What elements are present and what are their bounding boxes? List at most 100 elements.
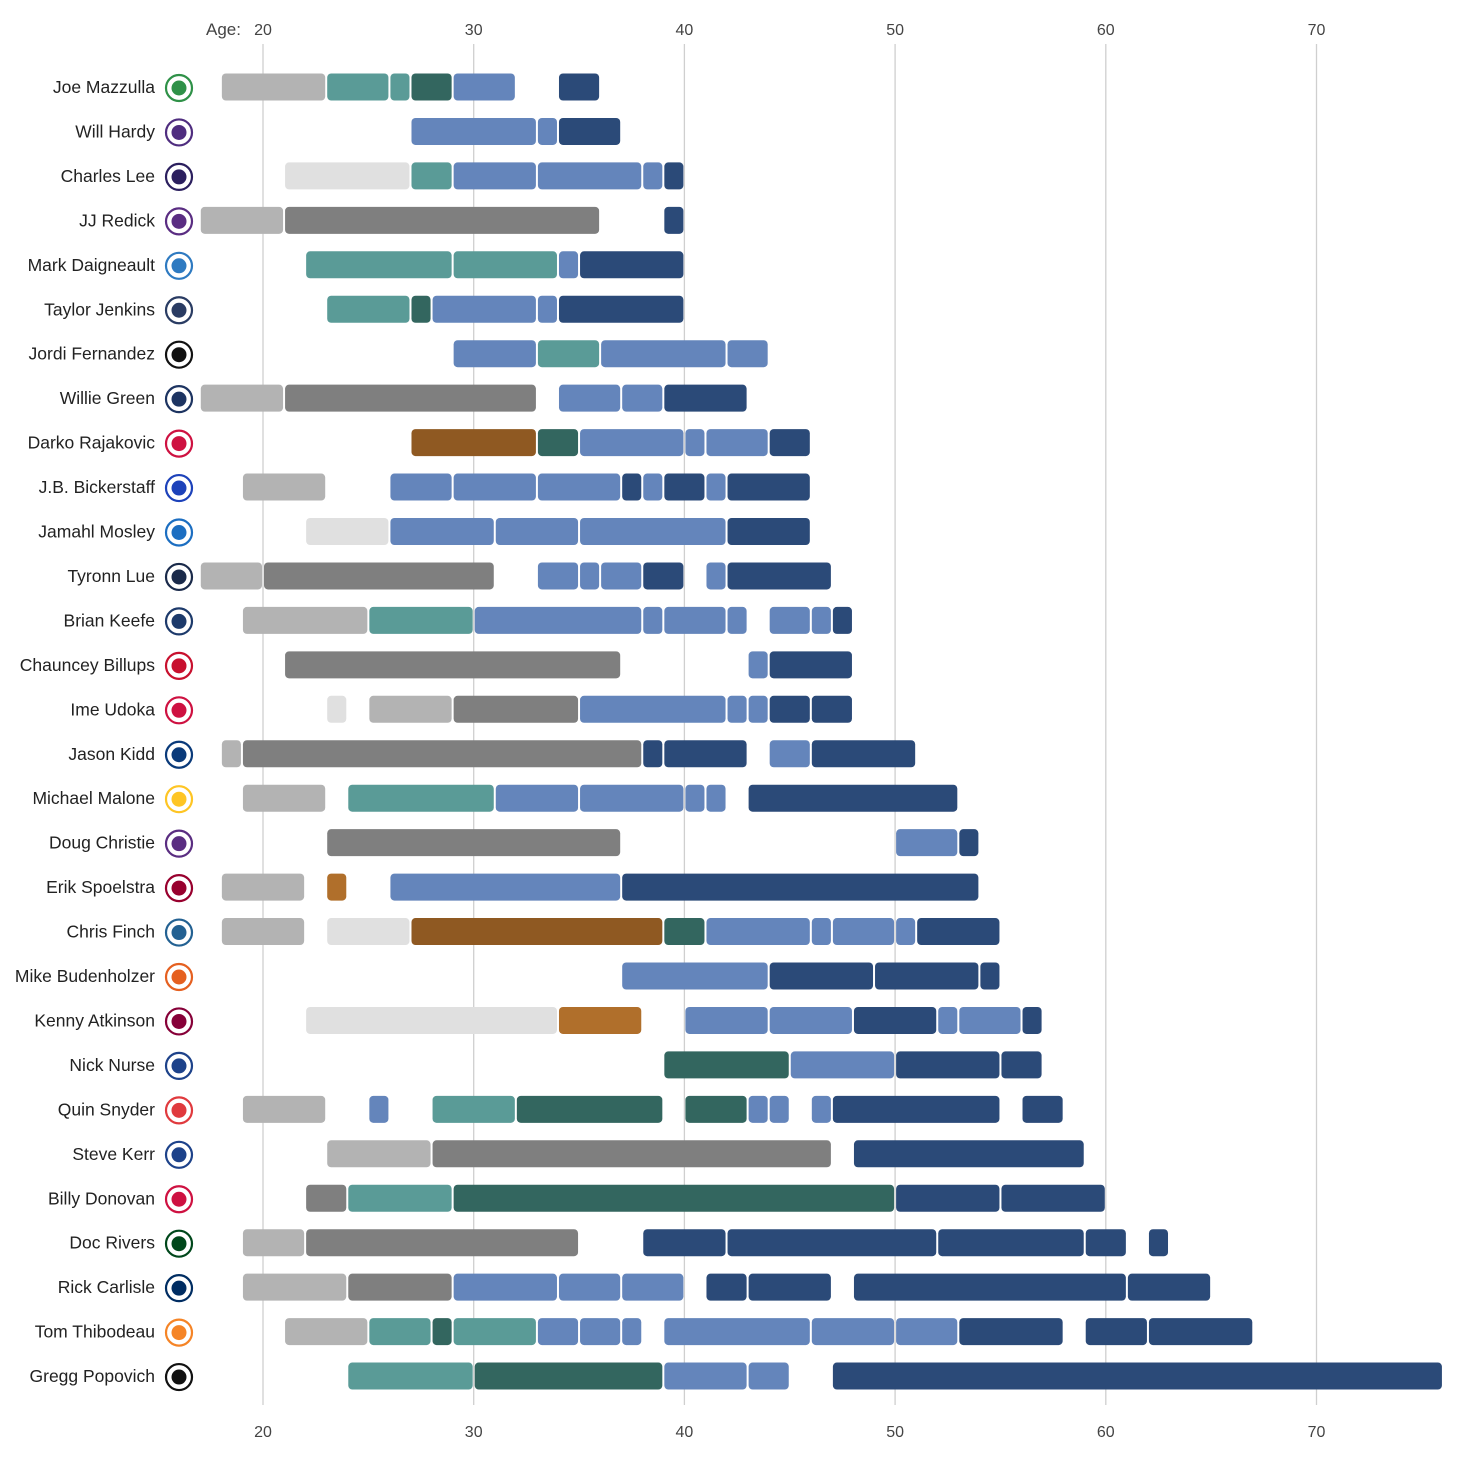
career-segment-bar xyxy=(306,1006,557,1034)
career-segment-bar xyxy=(727,518,810,545)
coach-row: Nick Nurse xyxy=(69,1051,1042,1081)
career-segment-bar xyxy=(411,918,663,946)
coach-row: Jamahl Mosley xyxy=(38,518,810,547)
coach-name: Steve Kerr xyxy=(72,1144,155,1164)
top-tick-label: 40 xyxy=(676,22,694,39)
career-segment-bar xyxy=(348,784,494,812)
career-segment-bar xyxy=(643,562,684,590)
career-segment-bar xyxy=(537,429,579,457)
lakers-logo-icon xyxy=(164,207,194,236)
career-segment-bar xyxy=(685,1095,747,1123)
career-segment-bar xyxy=(580,429,684,457)
career-segment-bar xyxy=(622,1318,642,1346)
career-segment-bar xyxy=(1148,1229,1169,1257)
coach-row: Doc Rivers xyxy=(69,1229,1169,1258)
career-segment-bar xyxy=(622,473,642,501)
career-segment-bar xyxy=(643,606,663,634)
career-segment-bar xyxy=(453,1184,895,1212)
career-segment-bar xyxy=(896,918,916,946)
career-segment-bar xyxy=(558,117,621,145)
career-segment-bar xyxy=(938,1006,958,1034)
career-segment-bar xyxy=(453,1318,536,1346)
career-segment-bar xyxy=(959,1318,1063,1346)
raptors-logo-icon xyxy=(164,429,194,458)
career-segment-bar xyxy=(390,73,410,101)
jazz-logo-icon xyxy=(164,118,194,147)
career-segment-bar xyxy=(622,384,663,412)
career-segment-bar xyxy=(453,1273,557,1301)
coach-row: Steve Kerr xyxy=(72,1140,1084,1169)
timberwolves-logo-icon xyxy=(164,918,194,947)
career-segment-bar xyxy=(685,1006,768,1034)
career-segment-bar xyxy=(832,1095,1000,1123)
career-segment-bar xyxy=(727,340,768,368)
career-segment-bar xyxy=(875,962,979,990)
career-segment-bar xyxy=(200,384,284,412)
bottom-tick-label: 70 xyxy=(1308,1424,1326,1441)
career-segment-bar xyxy=(917,918,1000,946)
career-segment-bar xyxy=(537,162,642,190)
pacers-logo-icon xyxy=(164,1274,194,1303)
career-segment-bar xyxy=(896,1318,958,1346)
career-segment-bar xyxy=(558,1006,642,1034)
career-segment-bar xyxy=(980,962,1000,990)
career-segment-bar xyxy=(769,606,810,634)
career-segment-bar xyxy=(832,606,852,634)
career-segment-bar xyxy=(348,1362,473,1390)
coach-name: Tom Thibodeau xyxy=(35,1322,155,1342)
bottom-tick-label: 20 xyxy=(254,1424,272,1441)
career-segment-bar xyxy=(706,429,768,457)
career-segment-bar xyxy=(706,473,726,501)
heat-logo-icon xyxy=(164,873,194,903)
coach-row: Erik Spoelstra xyxy=(46,873,979,903)
nets-logo-icon xyxy=(164,340,194,369)
career-segment-bar xyxy=(896,829,958,857)
career-segment-bar xyxy=(200,206,284,234)
coach-name: Erik Spoelstra xyxy=(46,877,155,897)
coach-name: Doug Christie xyxy=(49,833,155,853)
career-segment-bar xyxy=(285,651,621,679)
career-segment-bar xyxy=(242,740,642,768)
career-segment-bar xyxy=(242,1095,326,1123)
career-segment-bar xyxy=(1085,1229,1126,1257)
coach-name: JJ Redick xyxy=(79,210,155,230)
career-segment-bar xyxy=(537,1318,579,1346)
career-segment-bar xyxy=(411,429,536,457)
career-segment-bar xyxy=(327,73,389,101)
career-segment-bar xyxy=(537,117,557,145)
coach-row: Willie Green xyxy=(60,384,747,414)
suns-logo-icon xyxy=(164,962,194,992)
career-segment-bar xyxy=(811,1318,895,1346)
coach-row: Jason Kidd xyxy=(68,740,916,769)
coach-row: J.B. Bickerstaff xyxy=(39,473,810,503)
career-segment-bar xyxy=(453,695,579,723)
career-segment-bar xyxy=(200,562,262,590)
career-segment-bar xyxy=(558,295,684,323)
career-segment-bar xyxy=(811,918,831,946)
career-segment-bar xyxy=(853,1140,1084,1168)
coach-name: Gregg Popovich xyxy=(30,1366,156,1386)
top-tick-label: 30 xyxy=(465,22,483,39)
career-segment-bar xyxy=(432,1095,515,1123)
bottom-tick-label: 60 xyxy=(1097,1424,1115,1441)
career-segment-bar xyxy=(664,162,684,190)
warriors-logo-icon xyxy=(164,1140,194,1169)
career-segment-bar xyxy=(664,1318,810,1346)
coach-name: Jamahl Mosley xyxy=(38,522,155,542)
career-segment-bar xyxy=(495,784,579,812)
career-segment-bar xyxy=(453,473,536,501)
career-segment-bar xyxy=(242,784,326,812)
coach-name: Jason Kidd xyxy=(68,744,155,764)
career-segment-bar xyxy=(664,918,705,946)
career-segment-bar xyxy=(221,873,305,901)
coach-row: Chris Finch xyxy=(67,918,1000,947)
career-segment-bar xyxy=(327,918,410,946)
career-segment-bar xyxy=(369,1318,431,1346)
career-segment-bar xyxy=(601,562,642,590)
career-segment-bar xyxy=(537,340,600,368)
career-segment-bar xyxy=(769,429,810,457)
career-segment-bar xyxy=(643,1229,726,1257)
career-segment-bar xyxy=(242,606,368,634)
career-segment-bar xyxy=(453,340,536,368)
career-segment-bar xyxy=(474,1362,663,1390)
